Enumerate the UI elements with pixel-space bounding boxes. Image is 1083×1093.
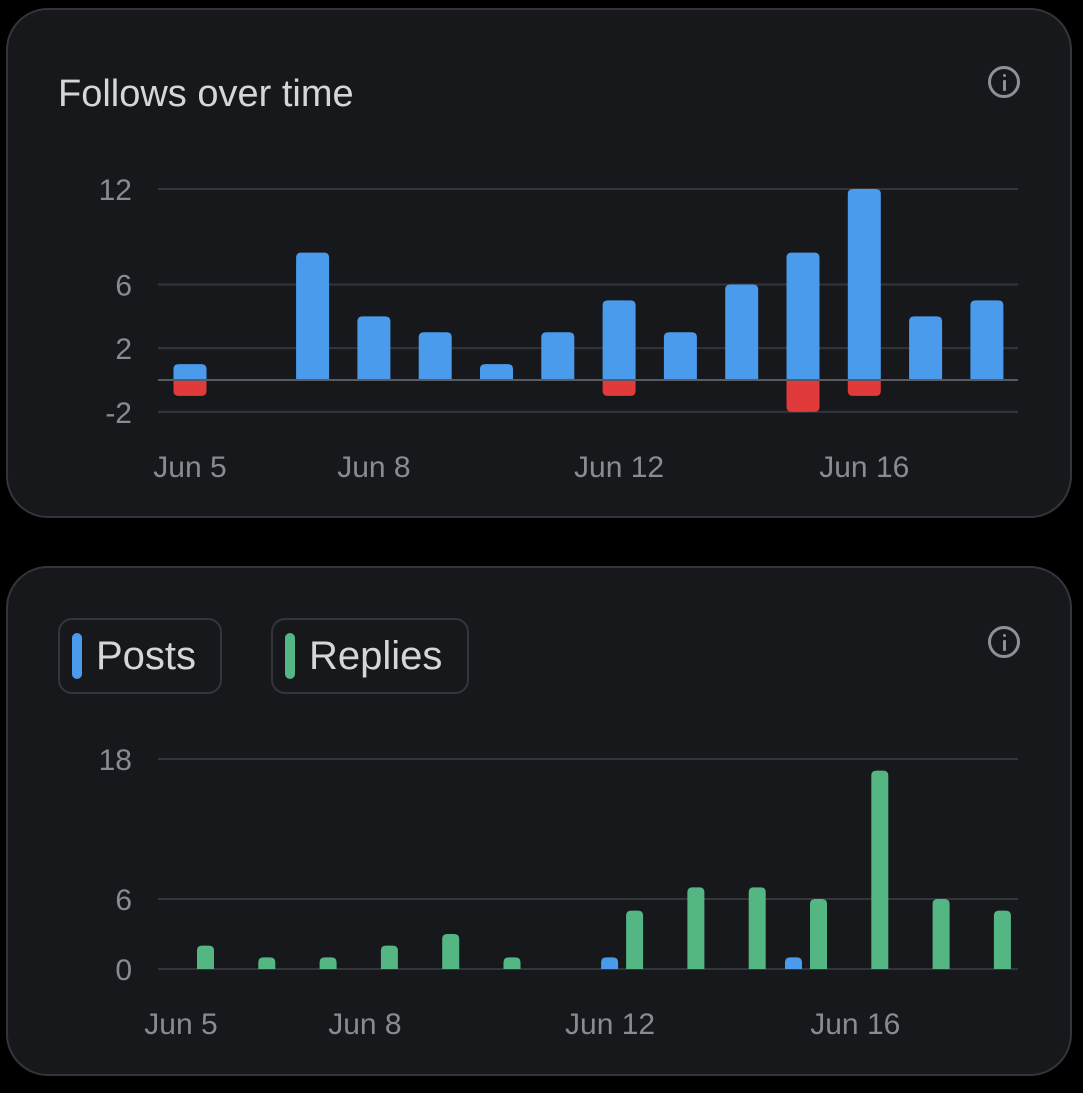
info-icon[interactable]	[988, 66, 1020, 98]
unfollows-bar	[847, 380, 881, 396]
y-tick-label: -2	[105, 397, 132, 430]
replies-bar	[503, 957, 521, 969]
y-tick-label: 18	[99, 744, 132, 777]
replies-bar	[319, 957, 337, 969]
replies-bar	[932, 899, 950, 969]
posts-replies-card: Posts Replies 18 6 0 Jun 5 Jun 8 Jun 12 Jun 16	[6, 566, 1072, 1076]
follows-bar	[173, 364, 207, 380]
follows-bar	[663, 332, 697, 380]
replies-bar	[993, 910, 1011, 969]
follows-bar-chart: 12 6 2 -2 Jun 5 Jun 8 Jun 12 Jun 16	[99, 174, 1018, 484]
unfollows-bar	[173, 380, 207, 396]
x-tick-label: Jun 16	[810, 1008, 900, 1041]
replies-bar	[687, 887, 705, 969]
follows-bar	[602, 300, 636, 380]
replies-legend-label: Replies	[309, 634, 443, 678]
posts-bar	[785, 957, 802, 969]
follows-bar	[725, 284, 759, 380]
replies-bar	[258, 957, 276, 969]
legend-posts-toggle[interactable]: Posts	[58, 618, 222, 694]
replies-bar	[871, 770, 889, 969]
info-icon[interactable]	[988, 626, 1020, 658]
posts-bar	[601, 957, 619, 969]
x-tick-label: Jun 8	[328, 1008, 401, 1041]
legend-replies-toggle[interactable]: Replies	[271, 618, 469, 694]
replies-bar	[442, 934, 460, 969]
x-tick-label: Jun 5	[153, 451, 226, 484]
y-tick-label: 6	[115, 270, 132, 303]
replies-bar	[380, 945, 398, 969]
replies-bar	[748, 887, 766, 969]
x-tick-label: Jun 12	[574, 451, 664, 484]
x-tick-label: Jun 5	[144, 1008, 217, 1041]
follows-bar	[296, 252, 330, 380]
follows-bar	[847, 189, 881, 380]
follows-bar	[541, 332, 575, 380]
x-tick-label: Jun 16	[819, 451, 909, 484]
x-tick-label: Jun 12	[565, 1008, 655, 1041]
follows-bar	[970, 300, 1004, 380]
replies-legend-swatch	[285, 633, 295, 679]
replies-bar	[810, 899, 827, 969]
follows-over-time-card: Follows over time 12 6 2 -2 Jun 5 Jun 8 Jun 12…	[6, 8, 1072, 518]
y-tick-label: 12	[99, 174, 132, 207]
follows-bar	[480, 364, 513, 380]
follows-chart-title: Follows over time	[58, 73, 354, 115]
follows-bar	[786, 252, 820, 380]
y-tick-label: 0	[115, 954, 132, 987]
follows-bar	[357, 316, 391, 380]
follows-bar	[418, 332, 452, 380]
unfollows-bar	[602, 380, 636, 396]
y-tick-label: 2	[115, 333, 132, 366]
follows-bar	[909, 316, 943, 380]
unfollows-bar	[786, 380, 820, 412]
replies-bar	[197, 945, 214, 969]
posts-replies-bar-chart: 18 6 0 Jun 5 Jun 8 Jun 12 Jun 16	[99, 744, 1018, 1041]
x-tick-label: Jun 8	[337, 451, 410, 484]
replies-bar	[626, 910, 644, 969]
y-tick-label: 6	[115, 884, 132, 917]
posts-legend-label: Posts	[96, 634, 197, 678]
posts-legend-swatch	[72, 633, 82, 679]
